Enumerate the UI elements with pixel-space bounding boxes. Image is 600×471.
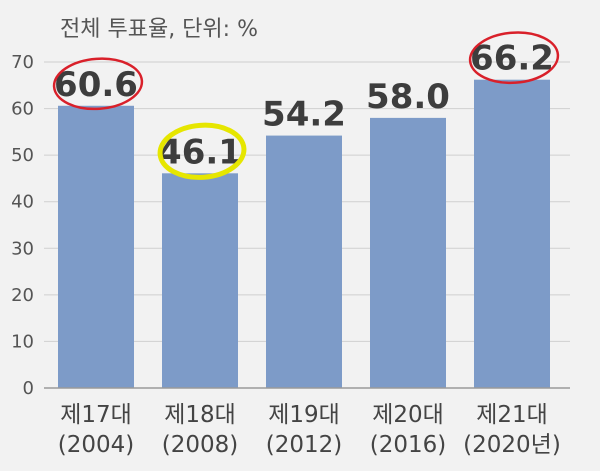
category-label: 제20대 [372,402,444,428]
highlight-circle [468,31,560,85]
bar [162,173,238,388]
bar [266,135,342,388]
y-tick-label: 50 [11,145,34,166]
y-tick-label: 0 [23,378,34,399]
category-year-label: (2012) [266,432,342,458]
value-label: 60.6 [54,65,138,105]
category-label: 제21대 [476,402,548,428]
y-tick-label: 60 [11,99,34,120]
y-axis-ticks: 0 10 20 30 40 50 60 70 [11,52,34,399]
category-year-label: (2008) [162,432,238,458]
category-label: 제19대 [268,402,340,428]
category-label: 제17대 [60,402,132,428]
bar [58,105,134,388]
y-tick-label: 30 [11,238,34,259]
highlight-circle [52,57,144,111]
y-tick-label: 10 [11,331,34,352]
value-labels: 60.6 46.1 54.2 58.0 66.2 [52,31,560,180]
y-tick-label: 40 [11,192,34,213]
value-label: 66.2 [470,39,554,79]
unit-note: 전체 투표율, 단위: % [60,17,258,42]
category-year-label: (2020년) [463,432,561,458]
value-label: 58.0 [366,77,450,117]
y-tick-label: 20 [11,285,34,306]
category-year-label: (2016) [370,432,446,458]
category-year-label: (2004) [58,432,134,458]
value-label: 54.2 [262,95,346,135]
highlight-circle [157,122,247,180]
bar [370,117,446,388]
bar [474,79,550,388]
y-tick-label: 70 [11,52,34,73]
value-label: 46.1 [158,132,242,172]
bars [58,79,550,388]
x-axis-categories: 제17대 (2004) 제18대 (2008) 제19대 (2012) 제20대 (2016)… [58,402,561,458]
category-label: 제18대 [164,402,236,428]
